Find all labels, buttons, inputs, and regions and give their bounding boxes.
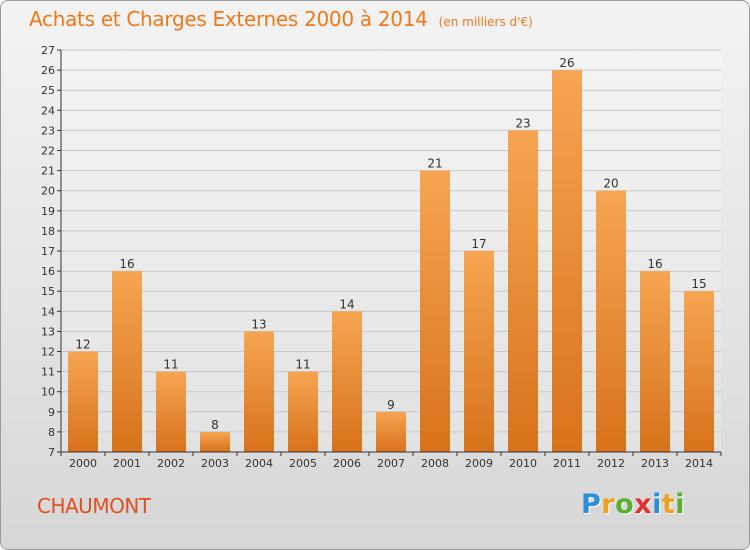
bar-2006: [332, 311, 362, 452]
x-tick-label: 2003: [201, 457, 229, 470]
data-label: 11: [295, 358, 310, 372]
bar-2009: [464, 251, 494, 452]
x-tick-label: 2008: [421, 457, 449, 470]
chart-title: Achats et Charges Externes 2000 à 2014: [29, 7, 428, 31]
logo-letter: i: [652, 489, 662, 520]
logo-letter: x: [634, 489, 653, 520]
y-tick-label: 14: [41, 305, 55, 318]
y-tick-label: 8: [48, 426, 55, 439]
logo-letter: i: [675, 489, 686, 520]
bar-2013: [640, 271, 670, 452]
data-labels: 12 16 11 8 13 11 14 9 21 17 23 26 20 16 15: [75, 56, 706, 432]
x-tick-label: 2005: [289, 457, 317, 470]
data-label: 20: [603, 177, 618, 191]
x-axis-ticks: 2000 2001 2002 2003 2004 2005 2006 2007 2008 2009…: [60, 452, 722, 470]
y-tick-label: 7: [48, 446, 55, 459]
bar-2014: [684, 291, 714, 452]
logo-letter: t: [661, 489, 676, 520]
y-tick-label: 19: [41, 205, 55, 218]
data-label: 23: [515, 116, 530, 130]
y-tick-label: 13: [41, 325, 55, 338]
bar-2002: [156, 371, 186, 452]
chart-unit-label: (en milliers d'€): [438, 15, 533, 29]
data-label: 8: [211, 418, 219, 432]
proxiti-logo[interactable]: Proxiti: [581, 489, 685, 520]
y-tick-label: 21: [41, 165, 55, 178]
x-tick-label: 2002: [157, 457, 185, 470]
x-tick-label: 2011: [553, 457, 581, 470]
bar-2007: [376, 411, 406, 452]
x-tick-label: 2001: [113, 457, 141, 470]
x-tick-label: 2000: [69, 457, 97, 470]
x-tick-label: 2012: [597, 457, 625, 470]
logo-letter: o: [615, 489, 635, 520]
x-tick-label: 2014: [685, 457, 713, 470]
y-axis-ticks: 7 8 9 10 11 12 13 14 15 16 17 18 19 20 21 22 23 24 25 26 27: [41, 44, 61, 459]
bar-2008: [420, 170, 450, 452]
x-tick-label: 2009: [465, 457, 493, 470]
data-label: 17: [471, 237, 486, 251]
y-tick-label: 16: [41, 265, 55, 278]
title-row: Achats et Charges Externes 2000 à 2014 (…: [29, 7, 533, 31]
data-label: 9: [387, 398, 395, 412]
logo-letter: P: [581, 489, 602, 520]
x-tick-label: 2007: [377, 457, 405, 470]
y-tick-label: 23: [41, 124, 55, 137]
y-tick-label: 15: [41, 285, 55, 298]
data-label: 16: [119, 257, 134, 271]
data-label: 16: [647, 257, 662, 271]
bar-2003: [200, 431, 230, 452]
data-label: 15: [691, 277, 706, 291]
bar-2000: [68, 351, 98, 452]
data-label: 11: [163, 358, 178, 372]
x-tick-label: 2004: [245, 457, 273, 470]
y-tick-label: 9: [48, 406, 55, 419]
logo-letter: r: [601, 489, 616, 520]
data-label: 26: [559, 56, 574, 70]
data-label: 12: [75, 338, 90, 352]
y-tick-label: 24: [41, 104, 55, 117]
x-tick-label: 2006: [333, 457, 361, 470]
x-tick-label: 2010: [509, 457, 537, 470]
y-tick-label: 11: [41, 366, 55, 379]
bar-2004: [244, 331, 274, 452]
y-tick-label: 20: [41, 185, 55, 198]
data-label: 14: [339, 297, 354, 311]
bar-2012: [596, 190, 626, 452]
location-label: CHAUMONT: [37, 494, 151, 518]
bar-2010: [508, 130, 538, 452]
data-label: 13: [251, 317, 266, 331]
y-tick-label: 22: [41, 145, 55, 158]
x-tick-label: 2013: [641, 457, 669, 470]
y-tick-label: 18: [41, 225, 55, 238]
y-tick-label: 27: [41, 44, 55, 57]
data-label: 21: [427, 157, 442, 171]
y-tick-label: 25: [41, 84, 55, 97]
bar-2005: [288, 371, 318, 452]
y-tick-label: 10: [41, 386, 55, 399]
y-tick-label: 12: [41, 346, 55, 359]
y-tick-label: 26: [41, 64, 55, 77]
bar-2001: [112, 271, 142, 452]
y-tick-label: 17: [41, 245, 55, 258]
bar-2011: [552, 70, 582, 452]
bars: [68, 70, 714, 452]
